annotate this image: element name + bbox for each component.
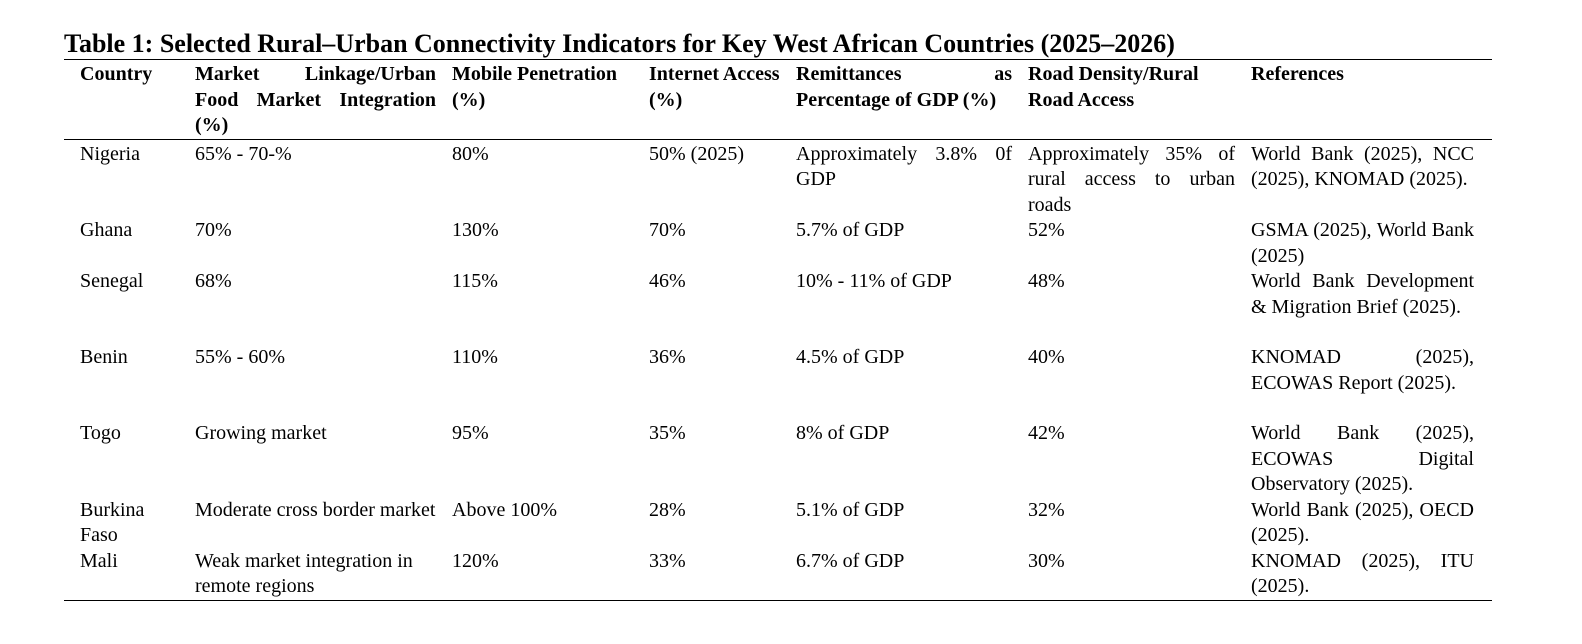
cell-internet: 33% — [649, 549, 686, 572]
cell-market: 55% - 60% — [195, 346, 285, 368]
table-row: Togo Growing market 95% 35% 8% of GDP 42… — [64, 421, 1492, 498]
cell-road: Approximately 35% of rural access to urb… — [1028, 142, 1235, 216]
cell-references: World Bank Development & Migration Brief… — [1251, 270, 1474, 318]
cell-road: 32% — [1028, 498, 1065, 521]
header-row: Country Market Linkage/Urban Food Market… — [64, 59, 1492, 139]
cell-market: Moderate cross border market — [195, 498, 436, 521]
cell-road: 48% — [1028, 270, 1065, 292]
cell-country: Benin — [80, 346, 128, 368]
connectivity-table: Country Market Linkage/Urban Food Market… — [64, 59, 1492, 601]
cell-market: Weak market integration in remote region… — [195, 549, 413, 598]
cell-remittances: 8% of GDP — [796, 422, 890, 444]
header-remittances: Remittances as Percentage of GDP (%) — [796, 63, 1012, 111]
cell-mobile: 95% — [452, 422, 489, 444]
cell-road: 30% — [1028, 549, 1065, 572]
header-internet-access: Internet Access (%) — [649, 63, 780, 111]
cell-country: Senegal — [80, 270, 144, 292]
cell-references: KNOMAD (2025), ECOWAS Report (2025). — [1251, 346, 1474, 394]
header-road-density: Road Density/Rural Road Access — [1028, 63, 1199, 111]
cell-references: World Bank (2025), ECOWAS Digital Observ… — [1251, 422, 1474, 495]
cell-mobile: 115% — [452, 270, 498, 292]
cell-mobile: 80% — [452, 142, 489, 165]
cell-remittances: 6.7% of GDP — [796, 549, 905, 572]
cell-market: 70% — [195, 219, 232, 241]
cell-internet: 28% — [649, 498, 686, 521]
cell-internet: 70% — [649, 219, 686, 241]
cell-remittances: 4.5% of GDP — [796, 346, 905, 368]
cell-mobile: 110% — [452, 346, 498, 368]
table-row: Ghana 70% 130% 70% 5.7% of GDP 52% GSMA … — [64, 218, 1492, 269]
cell-references: World Bank (2025), OECD (2025). — [1251, 498, 1474, 547]
cell-references: World Bank (2025), NCC (2025), KNOMAD (2… — [1251, 142, 1474, 191]
cell-road: 42% — [1028, 422, 1065, 444]
cell-remittances: 5.7% of GDP — [796, 219, 905, 241]
table-title: Table 1: Selected Rural–Urban Connectivi… — [64, 29, 1175, 58]
cell-market: 65% - 70-% — [195, 142, 292, 165]
cell-mobile: 130% — [452, 219, 499, 241]
cell-remittances: Approximately 3.8% 0f GDP — [796, 142, 1012, 191]
table-row: Mali Weak market integration in remote r… — [64, 549, 1492, 600]
cell-internet: 36% — [649, 346, 686, 368]
cell-remittances: 5.1% of GDP — [796, 498, 905, 521]
cell-market: 68% — [195, 270, 232, 292]
cell-country: Burkina Faso — [80, 498, 145, 547]
cell-market: Growing market — [195, 422, 327, 444]
header-country: Country — [80, 63, 153, 85]
cell-road: 40% — [1028, 346, 1065, 368]
header-mobile-penetration: Mobile Penetration (%) — [452, 63, 617, 111]
cell-references: KNOMAD (2025), ITU (2025). — [1251, 549, 1474, 598]
cell-road: 52% — [1028, 219, 1065, 241]
cell-country: Mali — [80, 549, 118, 572]
table-row: Burkina Faso Moderate cross border marke… — [64, 498, 1492, 549]
cell-mobile: Above 100% — [452, 498, 557, 521]
cell-references: GSMA (2025), World Bank (2025) — [1251, 219, 1474, 267]
table-row: Benin 55% - 60% 110% 36% 4.5% of GDP 40%… — [64, 345, 1492, 421]
cell-remittances: 10% - 11% of GDP — [796, 270, 952, 292]
cell-mobile: 120% — [452, 549, 499, 572]
table-row: Senegal 68% 115% 46% 10% - 11% of GDP 48… — [64, 269, 1492, 345]
cell-internet: 35% — [649, 422, 686, 444]
table-row: Nigeria 65% - 70-% 80% 50% (2025) Approx… — [64, 139, 1492, 218]
header-references: References — [1251, 63, 1344, 85]
cell-internet: 46% — [649, 270, 686, 292]
header-market-linkage: Market Linkage/Urban Food Market Integra… — [195, 63, 436, 136]
cell-country: Ghana — [80, 219, 133, 241]
cell-internet: 50% (2025) — [649, 142, 744, 165]
cell-country: Togo — [80, 422, 121, 444]
cell-country: Nigeria — [80, 142, 140, 165]
